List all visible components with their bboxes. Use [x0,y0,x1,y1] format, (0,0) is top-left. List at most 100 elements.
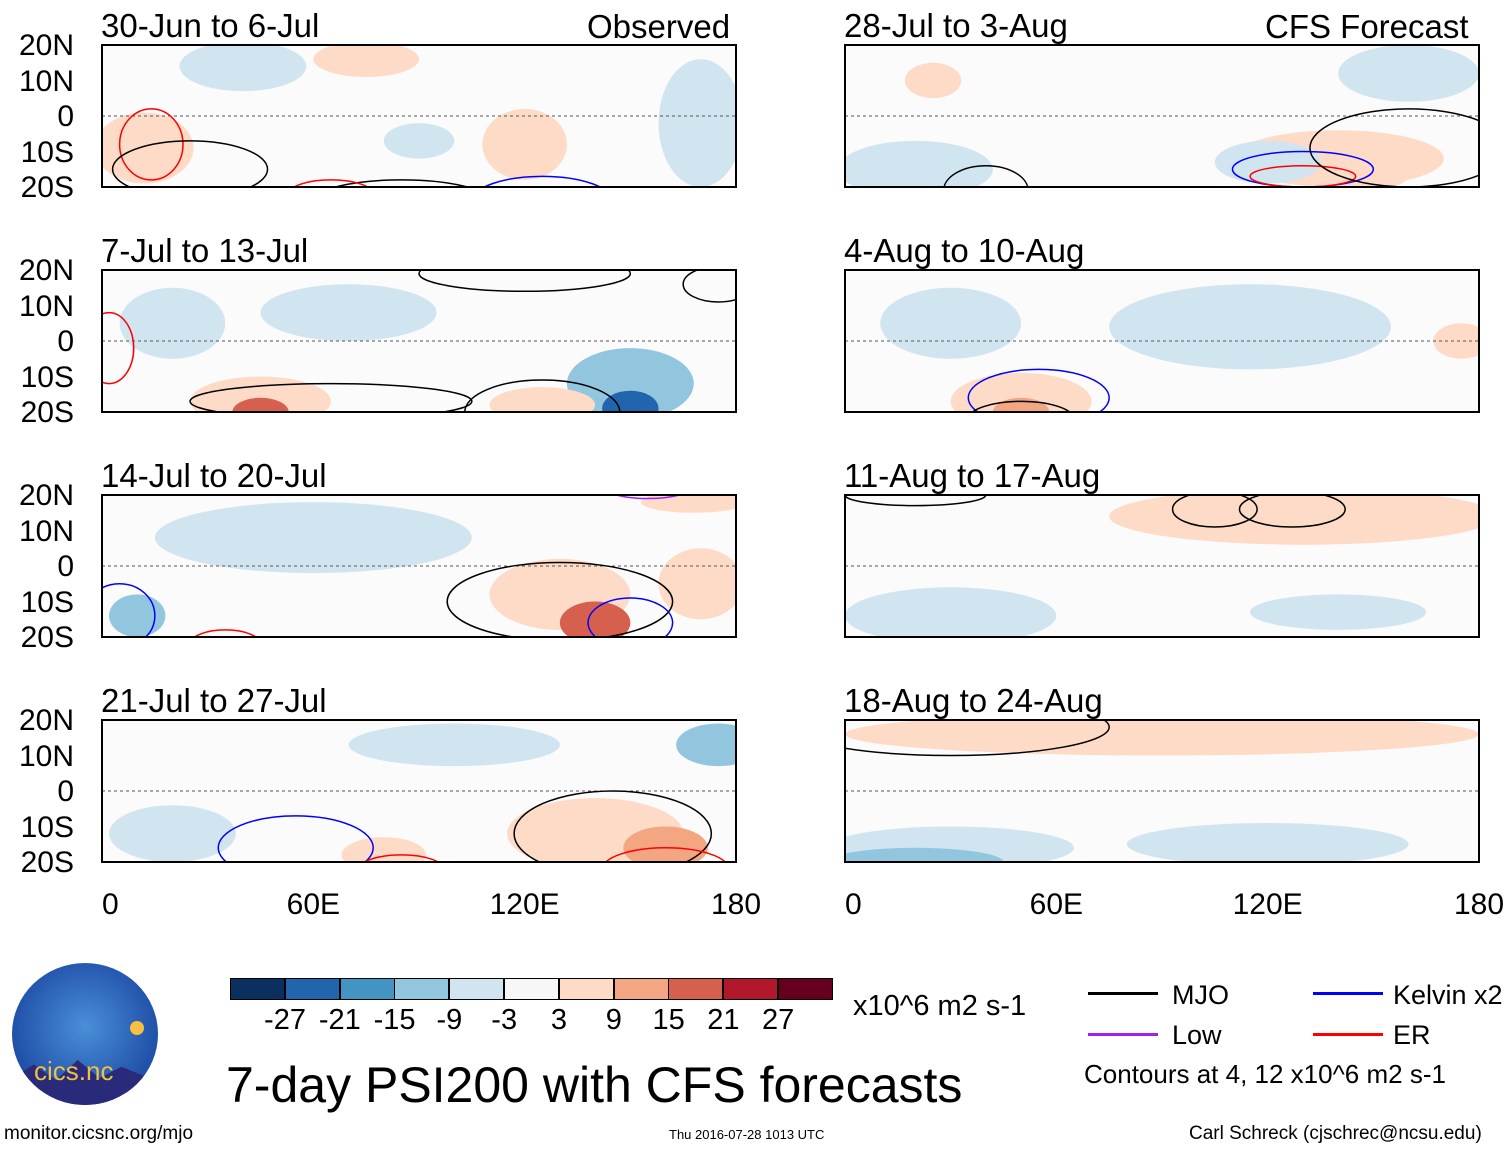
anomaly-fill [102,112,194,184]
colorbar-label: -27 [264,1004,306,1036]
anomaly-fill [1109,284,1391,370]
map-panel [101,44,737,188]
anomaly-fill [383,123,455,159]
colorbar-swatch [613,978,669,1000]
kelvin-contour [967,368,1110,412]
anomaly-fill [845,587,1057,637]
colorbar-swatch [339,978,395,1000]
panel-frame [844,269,1480,413]
colorbar-label: 15 [652,1004,685,1036]
lon-label: 0 [845,888,862,921]
lat-label: 10S [20,135,74,169]
lon-label: 180 [1453,888,1505,921]
er-contour [363,854,440,862]
anomaly-fill [341,837,427,862]
kelvin-contour [217,815,374,862]
map-panel [844,494,1480,638]
contours-note: Contours at 4, 12 x10^6 m2 s-1 [1084,1059,1446,1089]
er-contour [1249,164,1357,187]
forecast-header: CFS Forecast [1265,8,1469,45]
anomaly-fill [566,348,694,412]
map-panel [844,719,1480,863]
mjo-contour [682,270,736,303]
anomaly-fill [313,45,419,77]
lat-label: 10N [18,289,74,323]
panel-frame [101,44,737,188]
panel-frame [101,269,737,413]
figure-title: 7-day PSI200 with CFS forecasts [226,1057,963,1113]
panel-frame [844,44,1480,188]
panel-title: 28-Jul to 3-Aug [844,7,1068,44]
colorbar-swatch [723,978,779,1000]
anomaly-fill [845,140,993,187]
map-panel [844,44,1480,188]
lat-label: 0 [57,550,74,583]
lat-label: 10N [18,514,74,548]
anomaly-fill [1109,495,1479,545]
panel-title: 14-Jul to 20-Jul [101,457,327,494]
lon-label: 120E [489,888,560,921]
lat-label: 20S [20,621,74,654]
lon-label: 120E [1232,888,1303,921]
mjo-contour [513,790,713,862]
anomaly-fill [109,594,166,637]
er-contour [604,847,727,862]
colorbar-swatch [778,978,833,1000]
lon-label: 60E [1029,888,1084,921]
lat-label: 20N [18,29,74,62]
mjo-contour [446,561,674,637]
panel-title: 30-Jun to 6-Jul [101,7,320,44]
anomaly-fill [845,847,1004,862]
mjo-contour [1238,495,1346,528]
logo-text: cics.nc [34,1056,114,1086]
footer-author: Carl Schreck (cjschrec@ncsu.edu) [1189,1123,1482,1144]
lat-label: 0 [57,100,74,133]
lon-label: 60E [286,888,341,921]
kelvin-contour [587,597,674,637]
anomaly-fill [1126,822,1409,862]
low-contour [613,495,682,500]
lat-label: 10N [18,64,74,98]
lat-label: 20S [20,846,74,879]
colorbar-swatch [449,978,505,1000]
kelvin-contour [482,175,602,187]
mjo-contour [111,140,269,187]
mjo-contour [1171,495,1258,528]
mjo-contour [845,720,1110,757]
map-panel [101,494,737,638]
er-contour [102,311,135,385]
legend-kelvin-line [1313,992,1383,995]
colorbar-swatch [394,978,450,1000]
mjo-contour [943,164,1029,187]
anomaly-fill [190,376,331,412]
anomaly-fill [904,62,962,99]
anomaly-fill [348,723,560,767]
panel-title: 11-Aug to 17-Aug [844,457,1101,494]
lat-label: 10S [20,585,74,619]
colorbar-swatch [504,978,559,1000]
colorbar-swatch [558,978,614,1000]
lat-label: 10S [20,810,74,844]
anomaly-fill [1433,323,1479,359]
panel-title: 4-Aug to 10-Aug [844,232,1085,269]
anomaly-fill [260,284,437,341]
anomaly-fill [676,723,736,767]
anomaly-fill [623,826,708,862]
anomaly-fill [602,390,659,412]
lat-label: 10N [18,739,74,773]
anomaly-fill [1338,45,1479,102]
panel-title: 7-Jul to 13-Jul [101,232,309,269]
colorbar-label: 27 [762,1004,795,1036]
legend-low: Low [1172,1020,1222,1050]
er-contour [193,629,258,637]
anomaly-fill [880,287,1022,359]
legend-mjo: MJO [1172,980,1229,1010]
legend-er: ER [1393,1020,1431,1050]
map-panel [101,269,737,413]
lon-label: 0 [102,888,119,921]
footer-url[interactable]: monitor.cicsnc.org/mjo [4,1123,194,1144]
anomaly-fill [950,372,1092,412]
panel-title: 18-Aug to 24-Aug [844,682,1103,719]
er-contour [118,108,184,181]
